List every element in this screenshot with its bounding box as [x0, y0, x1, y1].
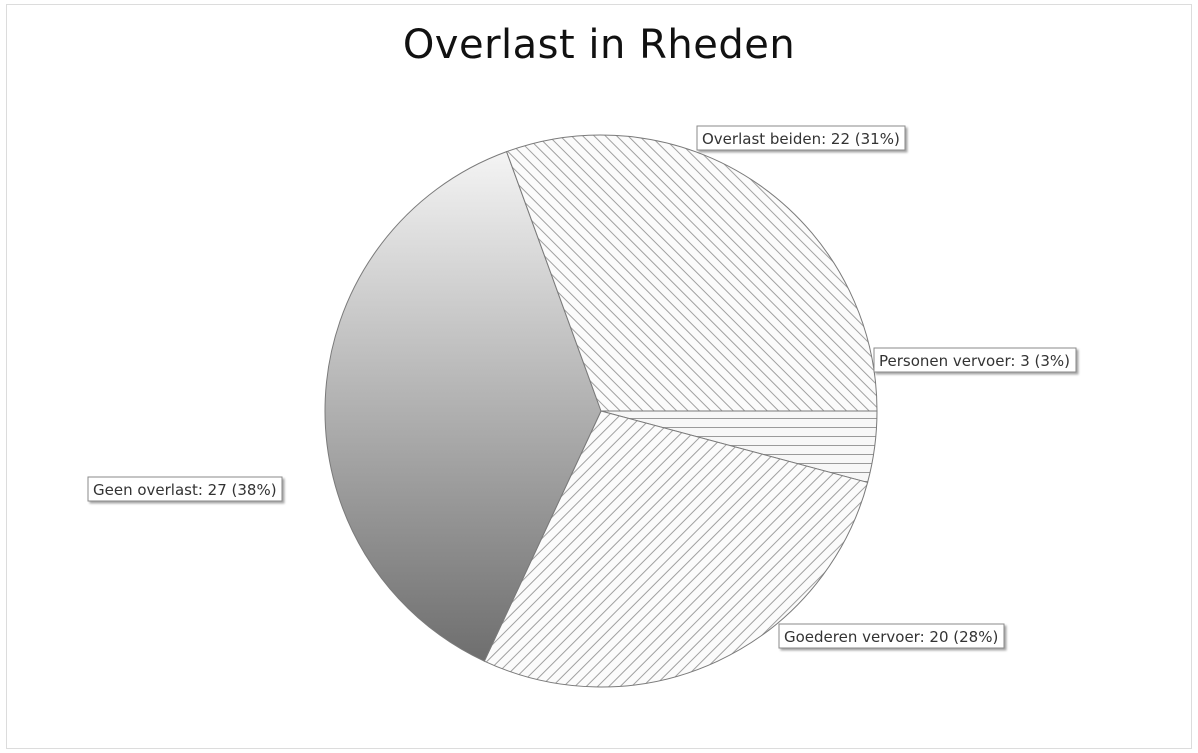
slice-label-overlast-beiden: Overlast beiden: 22 (31%) [696, 125, 906, 151]
slice-label-box [873, 347, 1077, 373]
slice-label-text: Personen vervoer: 3 (3%) [879, 352, 1070, 370]
pie-slice-geen-overlast [324, 151, 602, 662]
slice-label-text: Goederen vervoer: 20 (28%) [784, 628, 998, 646]
slice-label-goederen-vervoer: Goederen vervoer: 20 (28%) [778, 623, 1005, 649]
chart-title: Overlast in Rheden [402, 22, 796, 68]
pie-slice-overlast-beiden [505, 134, 878, 412]
slice-label-geen-overlast: Geen overlast: 27 (38%) [87, 476, 283, 502]
slice-label-text: Overlast beiden: 22 (31%) [702, 130, 900, 148]
slice-label-box [696, 125, 906, 151]
slice-label-personen-vervoer: Personen vervoer: 3 (3%) [873, 347, 1077, 373]
slice-label-box [778, 623, 1005, 649]
slice-label-text: Geen overlast: 27 (38%) [93, 481, 277, 499]
pie-slice-goederen-vervoer [483, 410, 869, 688]
slice-label-box [87, 476, 283, 502]
